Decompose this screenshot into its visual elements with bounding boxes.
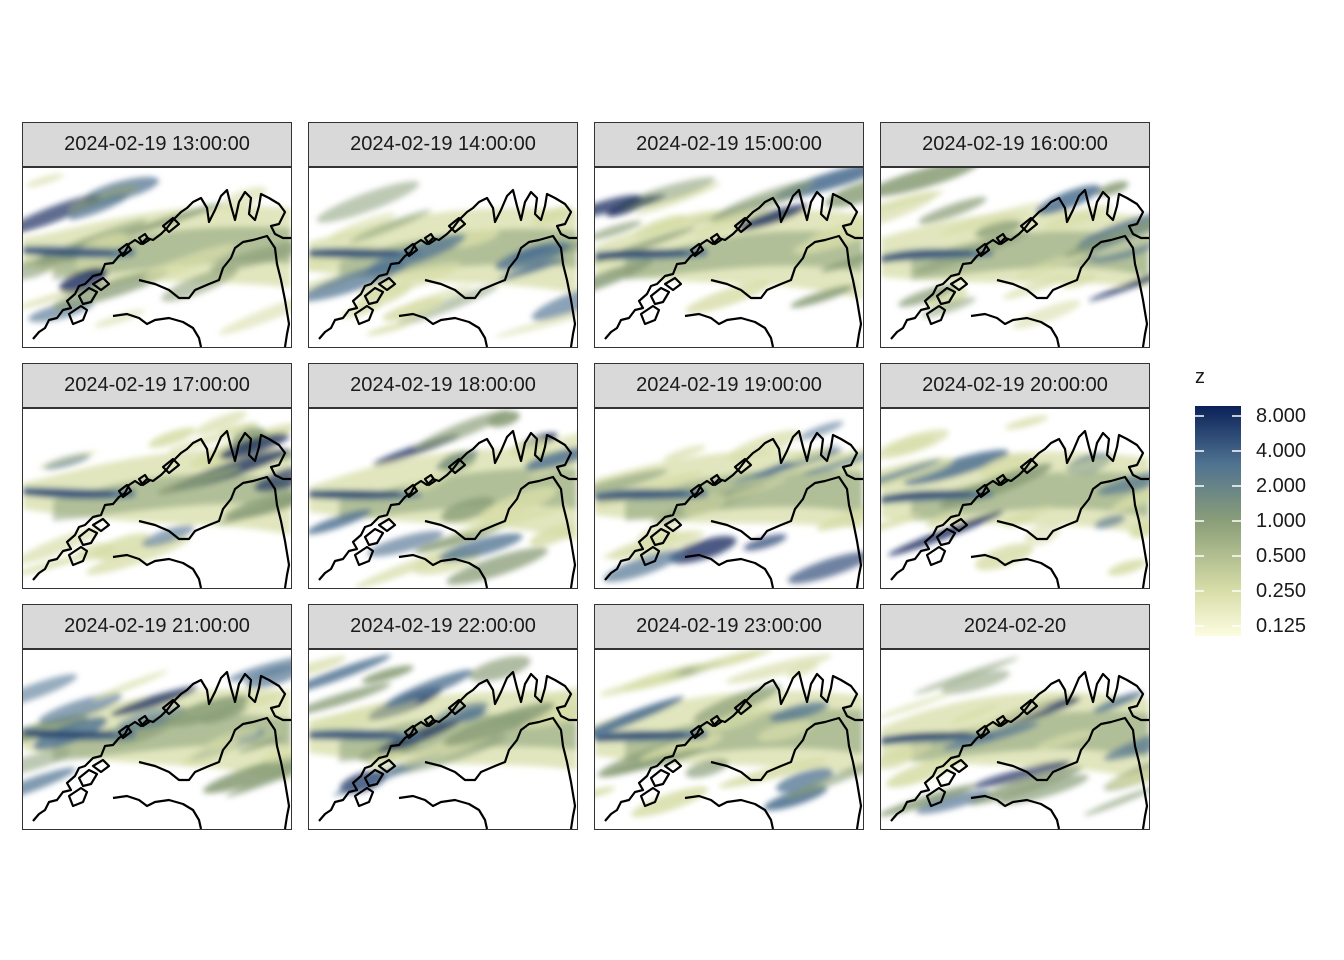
precipitation-map: [595, 421, 863, 588]
facet-strip-label: 2024-02-19 20:00:00: [880, 363, 1150, 408]
legend-tick-label: 0.125: [1256, 615, 1307, 637]
coastline: [604, 188, 863, 347]
facet-strip-label: 2024-02-19 18:00:00: [308, 363, 578, 408]
map-area: [22, 649, 292, 830]
facet-strip-label: 2024-02-20: [880, 604, 1150, 649]
precip-field: [309, 409, 577, 588]
map-area: [308, 167, 578, 348]
precipitation-map: [881, 415, 1149, 588]
precip-field: [595, 168, 863, 314]
precipitation-map: [23, 411, 291, 588]
precip-field: [309, 654, 577, 796]
coastline: [604, 670, 863, 829]
precipitation-map: [881, 657, 1149, 829]
precipitation-map: [309, 654, 577, 829]
precipitation-map: [881, 168, 1149, 347]
coastline: [32, 670, 291, 829]
map-area: [880, 167, 1150, 348]
facet-panel: 2024-02-20: [880, 604, 1150, 830]
map-area: [308, 408, 578, 589]
map-area: [594, 649, 864, 830]
facet-strip-label: 2024-02-19 17:00:00: [22, 363, 292, 408]
facet-strip-label: 2024-02-19 22:00:00: [308, 604, 578, 649]
coastline: [890, 429, 1149, 588]
coastline: [890, 670, 1149, 829]
legend-tick-label: 2.000: [1256, 475, 1307, 497]
legend-tick-label: 1.000: [1256, 510, 1307, 532]
coastline: [604, 429, 863, 588]
precip-field: [881, 657, 1149, 817]
map-area: [308, 649, 578, 830]
legend-tick-label: 4.000: [1256, 440, 1307, 462]
facet-strip-label: 2024-02-19 13:00:00: [22, 122, 292, 167]
facet-strip-label: 2024-02-19 21:00:00: [22, 604, 292, 649]
legend-tick-label: 0.500: [1256, 545, 1307, 567]
coastline: [890, 188, 1149, 347]
precipitation-map: [595, 168, 863, 347]
coastline: [318, 429, 577, 588]
facet-panel: 2024-02-19 14:00:00: [308, 122, 578, 348]
facet-panel: 2024-02-19 22:00:00: [308, 604, 578, 830]
legend-colorbar: [1195, 406, 1241, 636]
facet-strip-label: 2024-02-19 19:00:00: [594, 363, 864, 408]
legend-tick-label: 8.000: [1256, 405, 1307, 427]
precipitation-map: [309, 181, 577, 347]
coastline: [32, 429, 291, 588]
precipitation-map: [23, 655, 291, 829]
precipitation-map: [309, 409, 577, 588]
legend-title: z: [1195, 366, 1205, 388]
coastline: [318, 188, 577, 347]
facet-panel: 2024-02-19 15:00:00: [594, 122, 864, 348]
precipitation-map: [595, 650, 863, 829]
precip-field: [595, 650, 863, 818]
precip-field: [23, 173, 291, 335]
coastline: [32, 188, 291, 347]
map-area: [594, 408, 864, 589]
precip-field: [23, 655, 291, 804]
facet-panel: 2024-02-19 13:00:00: [22, 122, 292, 348]
facet-strip-label: 2024-02-19 23:00:00: [594, 604, 864, 649]
color-legend: z 8.000 4.000 2.000 1.000 0.500 0.250 0.125: [1188, 366, 1338, 646]
precipitation-map: [23, 173, 291, 347]
map-area: [880, 649, 1150, 830]
map-area: [594, 167, 864, 348]
facet-panel: 2024-02-19 18:00:00: [308, 363, 578, 589]
facet-panel: 2024-02-19 17:00:00: [22, 363, 292, 589]
facet-strip-label: 2024-02-19 16:00:00: [880, 122, 1150, 167]
coastline: [318, 670, 577, 829]
facet-panel: 2024-02-19 23:00:00: [594, 604, 864, 830]
facet-panel: 2024-02-19 19:00:00: [594, 363, 864, 589]
map-area: [22, 408, 292, 589]
facet-panel: 2024-02-19 21:00:00: [22, 604, 292, 830]
facet-strip-label: 2024-02-19 14:00:00: [308, 122, 578, 167]
facet-panel: 2024-02-19 20:00:00: [880, 363, 1150, 589]
map-area: [22, 167, 292, 348]
facet-panel: 2024-02-19 16:00:00: [880, 122, 1150, 348]
precip-field: [309, 181, 577, 338]
facet-strip-label: 2024-02-19 15:00:00: [594, 122, 864, 167]
map-area: [880, 408, 1150, 589]
legend-tick-label: 0.250: [1256, 580, 1307, 602]
precip-field: [23, 411, 291, 576]
